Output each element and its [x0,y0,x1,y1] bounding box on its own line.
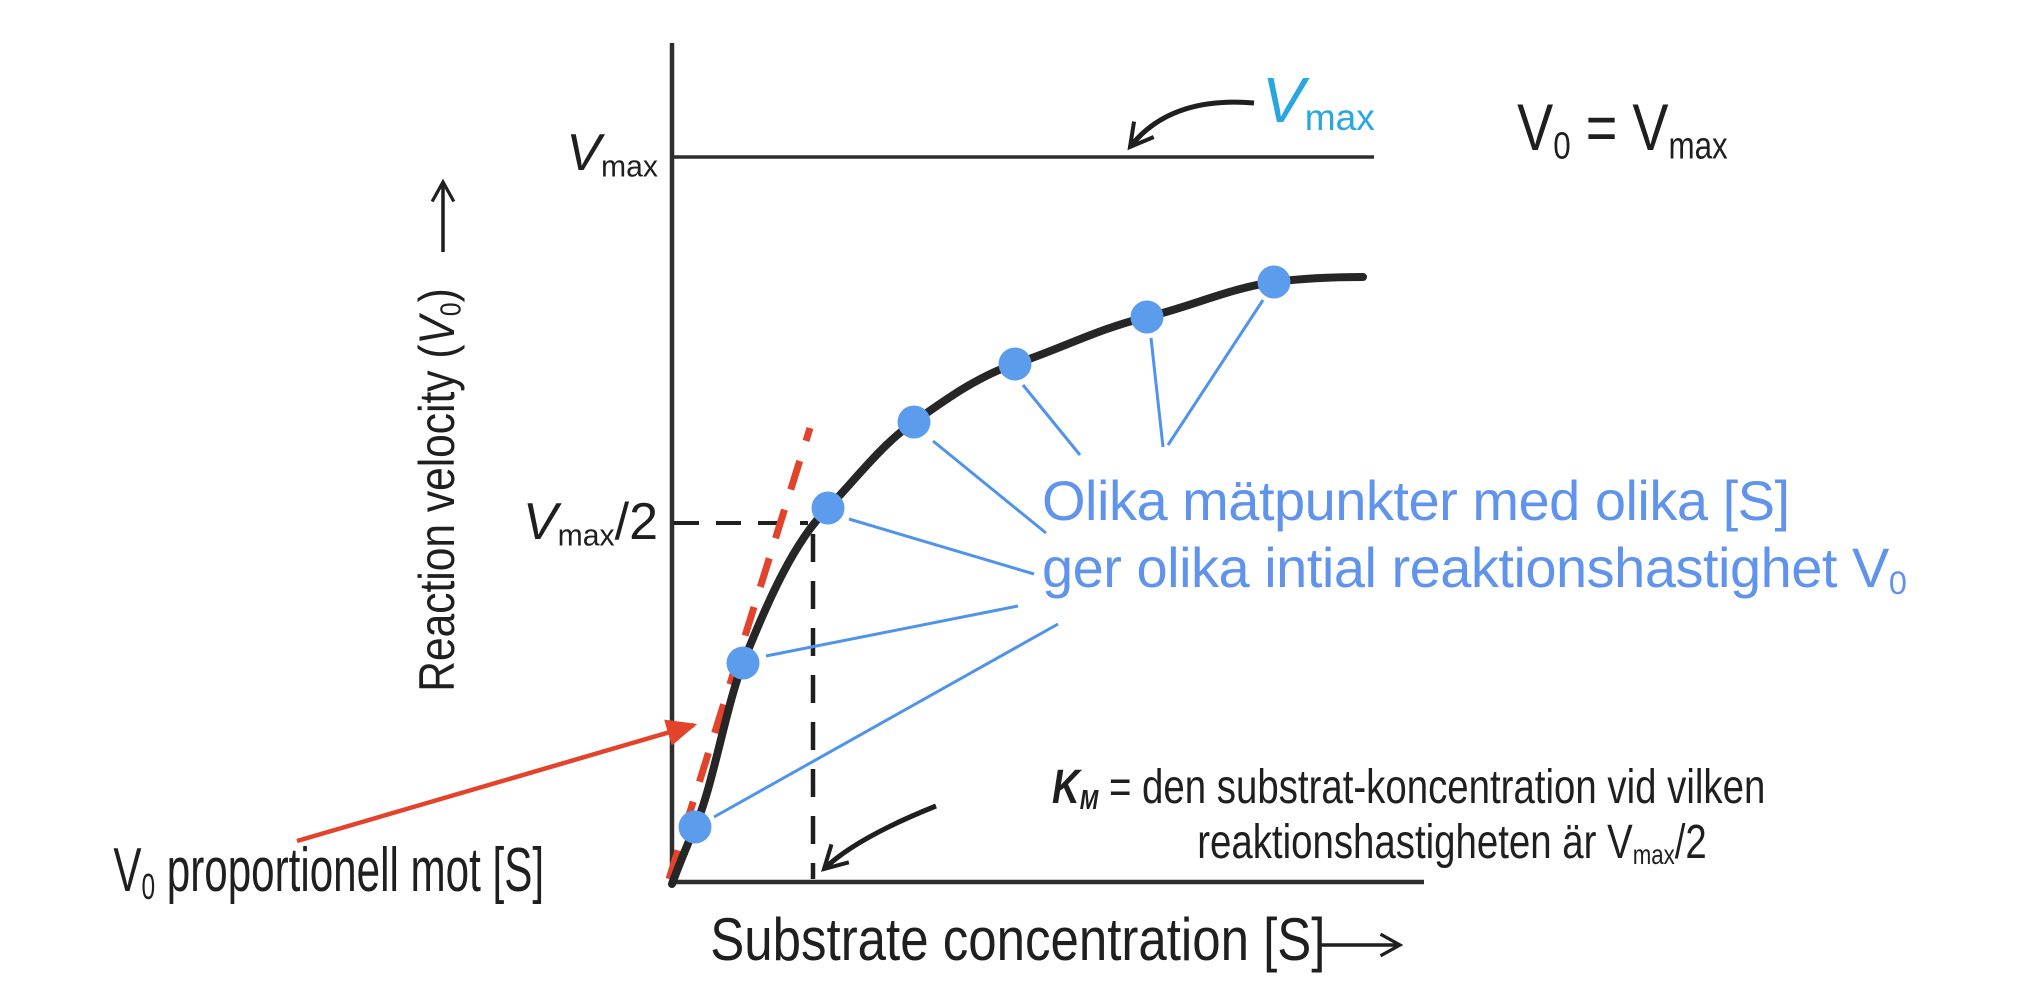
km-definition-text: = den substrat-koncentration vid vilken [1098,761,1766,814]
y-axis-label-close: ) [409,288,465,303]
vmax-tick-label: Vmax [340,124,658,182]
vmax-cyan-label: Vmax [1262,68,1375,136]
v0-note-v: V [113,836,142,905]
km-symbol-sub: M [1079,784,1099,816]
km-symbol: K [1052,761,1080,814]
v0-note-text: proportionell mot [S] [155,836,545,905]
leader-line [1166,299,1265,446]
y-axis-label-text: Reaction velocity ( [409,344,465,692]
km-definition-line1: KM = den substrat-koncentration vid vilk… [1052,760,1852,815]
blue-note-line2-text: ger olika intial reaktionshastighet [1042,536,1853,599]
measurement-points-note-line2: ger olika intial reaktionshastighet V0 [1042,534,1907,602]
km-definition-note: KM = den substrat-koncentration vid vilk… [1052,760,1852,870]
v0-note-sub: 0 [141,865,156,907]
x-axis-label: Substrate concentration [S] [710,910,1325,970]
eq-sign: = [1570,90,1633,164]
vmax-half-tick-v: V [522,493,558,551]
eq-v2: V [1632,90,1669,164]
y-axis-label-sub: 0 [435,302,468,317]
vmax-half-tick-label: Vmax/2 [340,493,658,551]
vmax-cyan-sub: max [1304,96,1375,139]
initial-slope-tangent-dashed-line [665,426,814,881]
leader-line [1021,384,1082,456]
data-point [897,405,931,439]
data-point [1130,300,1164,334]
km-line2-post: /2 [1674,816,1707,869]
vmax-half-tick-sub: max [557,519,615,553]
leader-line [713,622,1059,819]
km-definition-line2: reaktionshastigheten är Vmax/2 [1052,815,1852,870]
km-line2-v: V [1607,816,1633,869]
data-point [726,646,760,680]
y-axis-label-v: V [409,316,465,345]
leader-line [1149,337,1165,448]
leader-lines [713,299,1265,819]
data-point [1257,265,1291,299]
x-axis-label-text: Substrate concentration [S] [710,906,1326,973]
v0-equals-vmax-label: V0 = Vmax [1517,94,1728,165]
y-axis-label: Reaction velocity (V0) [409,288,467,692]
data-points [678,265,1291,844]
leader-line [932,439,1047,535]
blue-note-line2-v: V [1852,536,1889,599]
vmax-tick-v: V [566,124,602,182]
eq-v1: V [1517,90,1554,164]
data-point [811,491,845,525]
vmax-cyan-v: V [1262,64,1305,136]
km-line2-text: reaktionshastigheten är [1197,816,1608,869]
red-annotation-arrow [296,719,698,844]
leader-line [848,517,1035,576]
blue-note-line2-sub: 0 [1888,565,1907,602]
data-point [678,810,712,844]
eq-v2-sub: max [1668,124,1728,168]
leader-line [765,604,1019,658]
eq-v1-sub: 0 [1553,124,1571,168]
vmax-tick-sub: max [601,150,658,184]
vmax-callout-arrow [1127,99,1255,151]
measurement-points-note: Olika mätpunkter med olika [S] ger olika… [1042,467,1907,602]
data-point [998,347,1032,381]
measurement-points-note-line1: Olika mätpunkter med olika [S] [1042,469,1790,532]
vmax-half-tick-post: /2 [614,493,658,551]
v0-proportional-note: V0 proportionell mot [S] [113,840,544,905]
km-line2-sub: max [1632,839,1675,871]
km-callout-arrow [821,803,937,872]
